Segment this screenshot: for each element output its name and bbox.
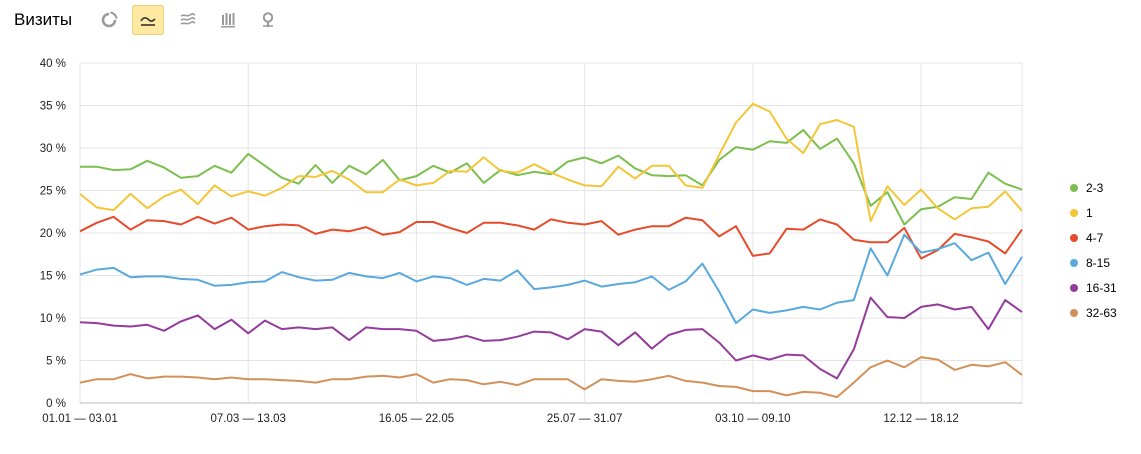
legend-swatch xyxy=(1070,208,1078,217)
legend-label: 4-7 xyxy=(1086,230,1104,245)
legend-item-2-3[interactable]: 2-3 xyxy=(1070,175,1117,200)
legend-item-16-31[interactable]: 16-31 xyxy=(1070,275,1117,300)
y-tick-label: 40 % xyxy=(40,58,66,70)
legend-item-8-15[interactable]: 8-15 xyxy=(1070,250,1117,275)
legend-label: 8-15 xyxy=(1086,255,1111,270)
pie-chart-icon xyxy=(101,11,118,28)
map-marker-icon xyxy=(262,12,274,27)
x-tick-label: 25.07 — 31.07 xyxy=(547,413,622,425)
legend-label: 1 xyxy=(1086,205,1093,220)
x-tick-label: 07.03 — 13.03 xyxy=(210,413,285,425)
y-tick-label: 0 % xyxy=(46,398,66,410)
series-line-4-7 xyxy=(79,215,1023,260)
legend-swatch xyxy=(1070,233,1078,242)
line-chart-icon xyxy=(140,17,156,26)
chart-grid xyxy=(79,62,1023,404)
legend-item-1[interactable]: 1 xyxy=(1070,200,1117,225)
y-tick-label: 35 % xyxy=(40,101,66,113)
y-tick-label: 5 % xyxy=(46,356,66,368)
area-chart-view-button[interactable] xyxy=(172,5,204,35)
y-tick-label: 15 % xyxy=(40,271,66,283)
legend-label: 16-31 xyxy=(1086,280,1117,295)
legend-swatch xyxy=(1070,183,1078,192)
report-header: Визиты xyxy=(0,0,1141,44)
series-line-16-31 xyxy=(79,296,1023,380)
chart-axes: 0 % 5 % 10 % 15 % 20 % 25 % 30 % 35 % 40 % 01.01 … xyxy=(40,58,959,425)
y-tick-label: 10 % xyxy=(40,313,66,325)
x-tick-label: 16.05 — 22.05 xyxy=(379,413,454,425)
area-chart-icon xyxy=(180,13,196,25)
series-line-2-3 xyxy=(80,129,1023,226)
line-chart-view-button[interactable] xyxy=(132,5,164,35)
y-tick-label: 30 % xyxy=(40,143,66,155)
map-view-button[interactable] xyxy=(252,5,284,35)
series-line-1 xyxy=(79,102,1023,223)
y-tick-label: 25 % xyxy=(40,186,66,198)
x-tick-label: 01.01 — 03.01 xyxy=(42,413,117,425)
pie-chart-view-button[interactable] xyxy=(93,5,125,35)
bar-chart-view-button[interactable] xyxy=(212,5,244,35)
y-tick-label: 20 % xyxy=(40,228,66,240)
report-title: Визиты xyxy=(14,10,73,29)
legend-swatch xyxy=(1070,283,1078,292)
bar-chart-icon xyxy=(221,13,235,28)
series-line-8-15 xyxy=(79,233,1023,325)
legend-swatch xyxy=(1070,258,1078,267)
x-tick-label: 12.12 — 18.12 xyxy=(883,413,958,425)
series-line-32-63 xyxy=(79,356,1023,399)
legend-label: 2-3 xyxy=(1086,180,1104,195)
chart-series xyxy=(79,102,1023,399)
chart-legend: 2-3 1 4-7 8-15 16-31 32-63 xyxy=(1070,175,1117,325)
x-tick-label: 03.10 — 09.10 xyxy=(715,413,790,425)
legend-item-32-63[interactable]: 32-63 xyxy=(1070,300,1117,325)
legend-item-4-7[interactable]: 4-7 xyxy=(1070,225,1117,250)
legend-swatch xyxy=(1070,308,1078,317)
legend-label: 32-63 xyxy=(1086,305,1117,320)
